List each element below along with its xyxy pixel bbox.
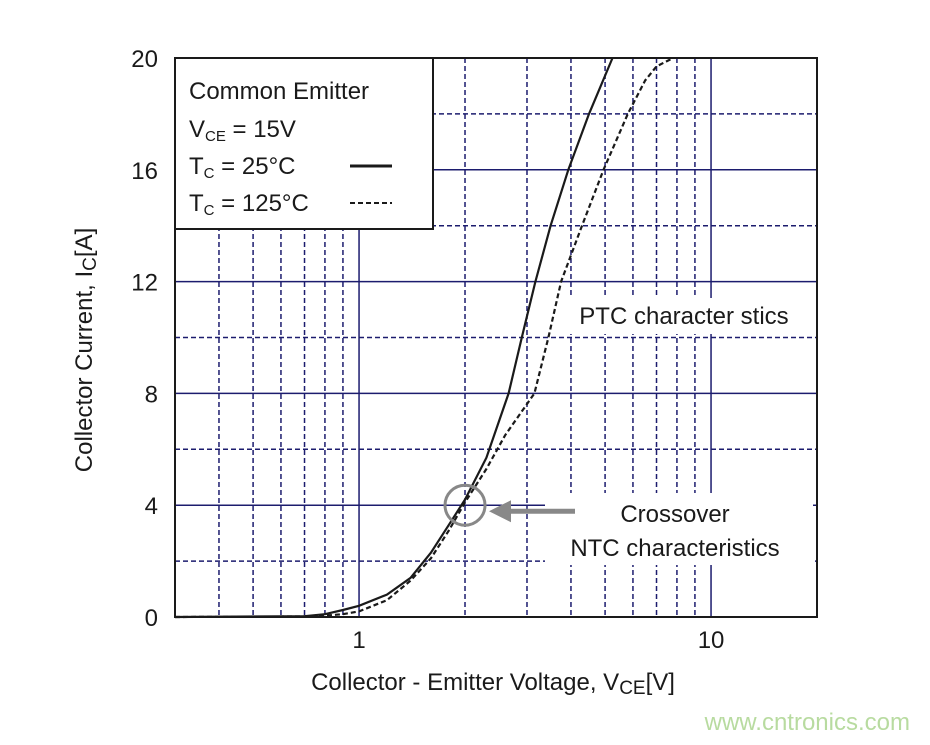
label: Collector - Emitter Voltage, VCE[V] [311,669,675,699]
label-rest: [A] [71,228,98,257]
label: TC = 125°C [189,190,309,219]
y-tick-label: 16 [131,158,158,185]
label-main: Collector Current, I [71,271,98,472]
label-sub: C [80,257,101,271]
legend-title: Common Emitter [189,78,369,105]
crossover-marker [443,483,487,527]
annotation: PTC character stics [579,303,788,330]
y-tick-label: 4 [145,493,158,520]
y-tick-label: 8 [145,381,158,408]
label: Collector Current, IC[A] [71,228,101,472]
x-tick-label: 1 [352,627,365,654]
x-tick-label: 10 [698,627,725,654]
y-tick-label: 12 [131,270,158,297]
series-line [174,57,674,619]
y-tick-label: 20 [131,46,158,73]
y-tick-label: 0 [145,605,158,632]
label-main: T [189,153,204,180]
annotation: NTC characteristics [570,535,779,562]
label-sub: C [204,165,215,182]
label-sub: C [204,202,215,219]
label-rest: = 25°C [215,153,296,180]
arrow-head [489,500,512,523]
plot-frame [174,57,818,618]
label-rest: = 15V [226,116,296,143]
label: VCE = 15V [189,116,296,145]
label-main: V [189,116,205,143]
watermark: www.cntronics.com [704,709,910,736]
annotation: Crossover [620,501,729,528]
label-sub: CE [619,678,645,699]
label-main: Collector - Emitter Voltage, V [311,669,619,696]
series-line [174,57,614,619]
label-sub: CE [205,128,226,145]
label: TC = 25°C [189,153,296,182]
label-rest: = 125°C [215,190,309,217]
annotation-bg [545,493,813,565]
legend-box [174,57,434,230]
label-rest: [V] [646,669,675,696]
annotation-bg [550,298,812,334]
label-main: T [189,190,204,217]
